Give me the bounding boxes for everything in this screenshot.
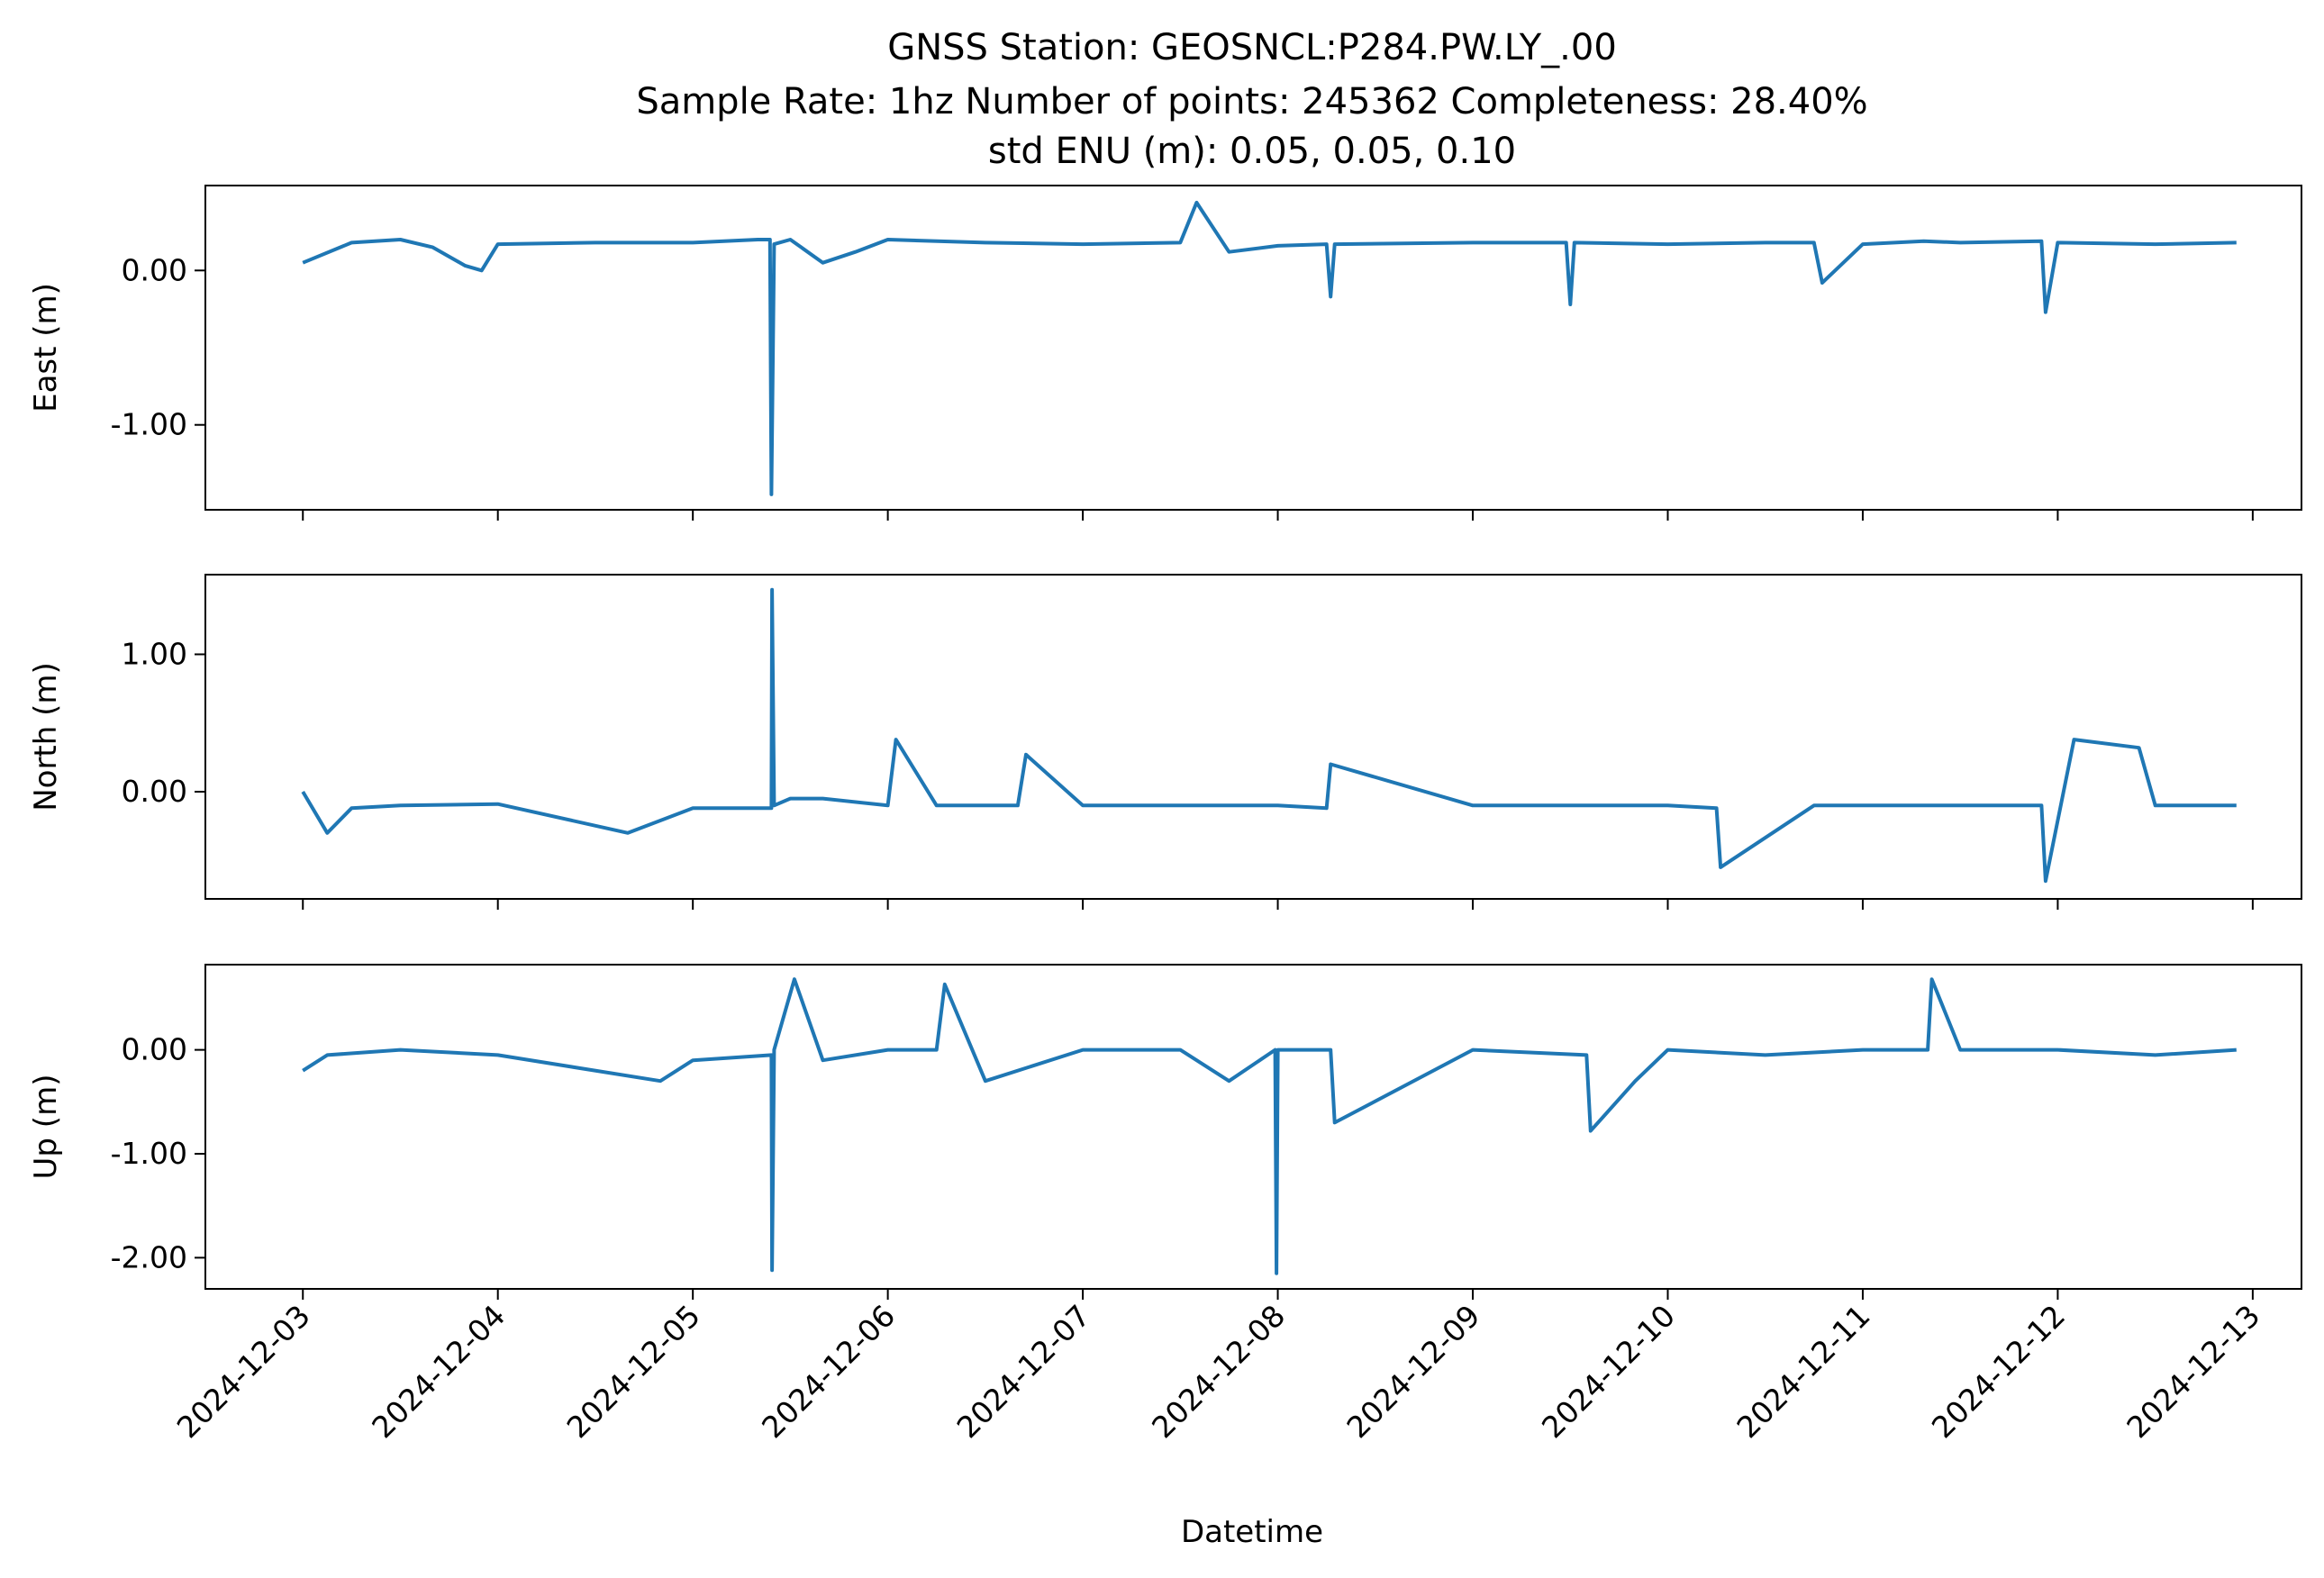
panels: 0.00 -1.00 East (m) 1.00 0.00 North (m) 0.00 -1…: [28, 185, 2302, 1300]
x-tick-label: 2024-12-08: [1145, 1298, 1292, 1445]
x-tick-label: 2024-12-07: [950, 1298, 1097, 1445]
series-line-north: [301, 587, 2237, 884]
x-tick-label: 2024-12-03: [170, 1298, 317, 1445]
axes-frame-up: [204, 964, 2302, 1290]
y-tick-label: -2.00: [111, 1239, 187, 1274]
x-tick-label: 2024-12-11: [1729, 1298, 1876, 1445]
x-tick-label: 2024-12-06: [755, 1298, 902, 1445]
y-tick-label: 0.00: [122, 252, 187, 287]
y-axis-label-up: Up (m): [28, 1075, 64, 1180]
x-axis-label: Datetime: [1181, 1514, 1323, 1550]
y-tick-label: 1.00: [122, 636, 187, 671]
x-axis-ticks: 2024-12-03 2024-12-04 2024-12-05 2024-12-06…: [170, 1298, 2267, 1445]
series-line-east: [302, 200, 2237, 496]
series-line-up: [302, 977, 2237, 1275]
axes-frame-east: [204, 185, 2302, 511]
panel-north: 1.00 0.00 North (m): [28, 574, 2302, 910]
y-tick-label: -1.00: [111, 1136, 187, 1171]
panel-up: 0.00 -1.00 -2.00 Up (m): [28, 964, 2302, 1300]
y-tick-label: 0.00: [122, 1032, 187, 1067]
chart-title: GNSS Station: GEOSNCL:P284.PW.LY_.00: [887, 27, 1617, 68]
x-tick-label: 2024-12-05: [560, 1298, 707, 1445]
y-tick-label: -1.00: [111, 407, 187, 442]
x-tick-label: 2024-12-10: [1535, 1298, 1682, 1445]
y-axis-label-north: North (m): [28, 662, 64, 812]
x-tick-label: 2024-12-09: [1339, 1298, 1486, 1445]
y-tick-label: 0.00: [122, 774, 187, 809]
x-tick-label: 2024-12-13: [2120, 1298, 2266, 1445]
y-axis-label-east: East (m): [28, 283, 64, 413]
x-tick-label: 2024-12-04: [365, 1298, 512, 1445]
chart-subtitle: Sample Rate: 1hz Number of points: 24536…: [636, 81, 1867, 122]
chart-std-line: std ENU (m): 0.05, 0.05, 0.10: [988, 131, 1516, 172]
x-tick-label: 2024-12-12: [1925, 1298, 2072, 1445]
axes-frame-north: [204, 574, 2302, 900]
panel-east: 0.00 -1.00 East (m): [28, 185, 2302, 521]
